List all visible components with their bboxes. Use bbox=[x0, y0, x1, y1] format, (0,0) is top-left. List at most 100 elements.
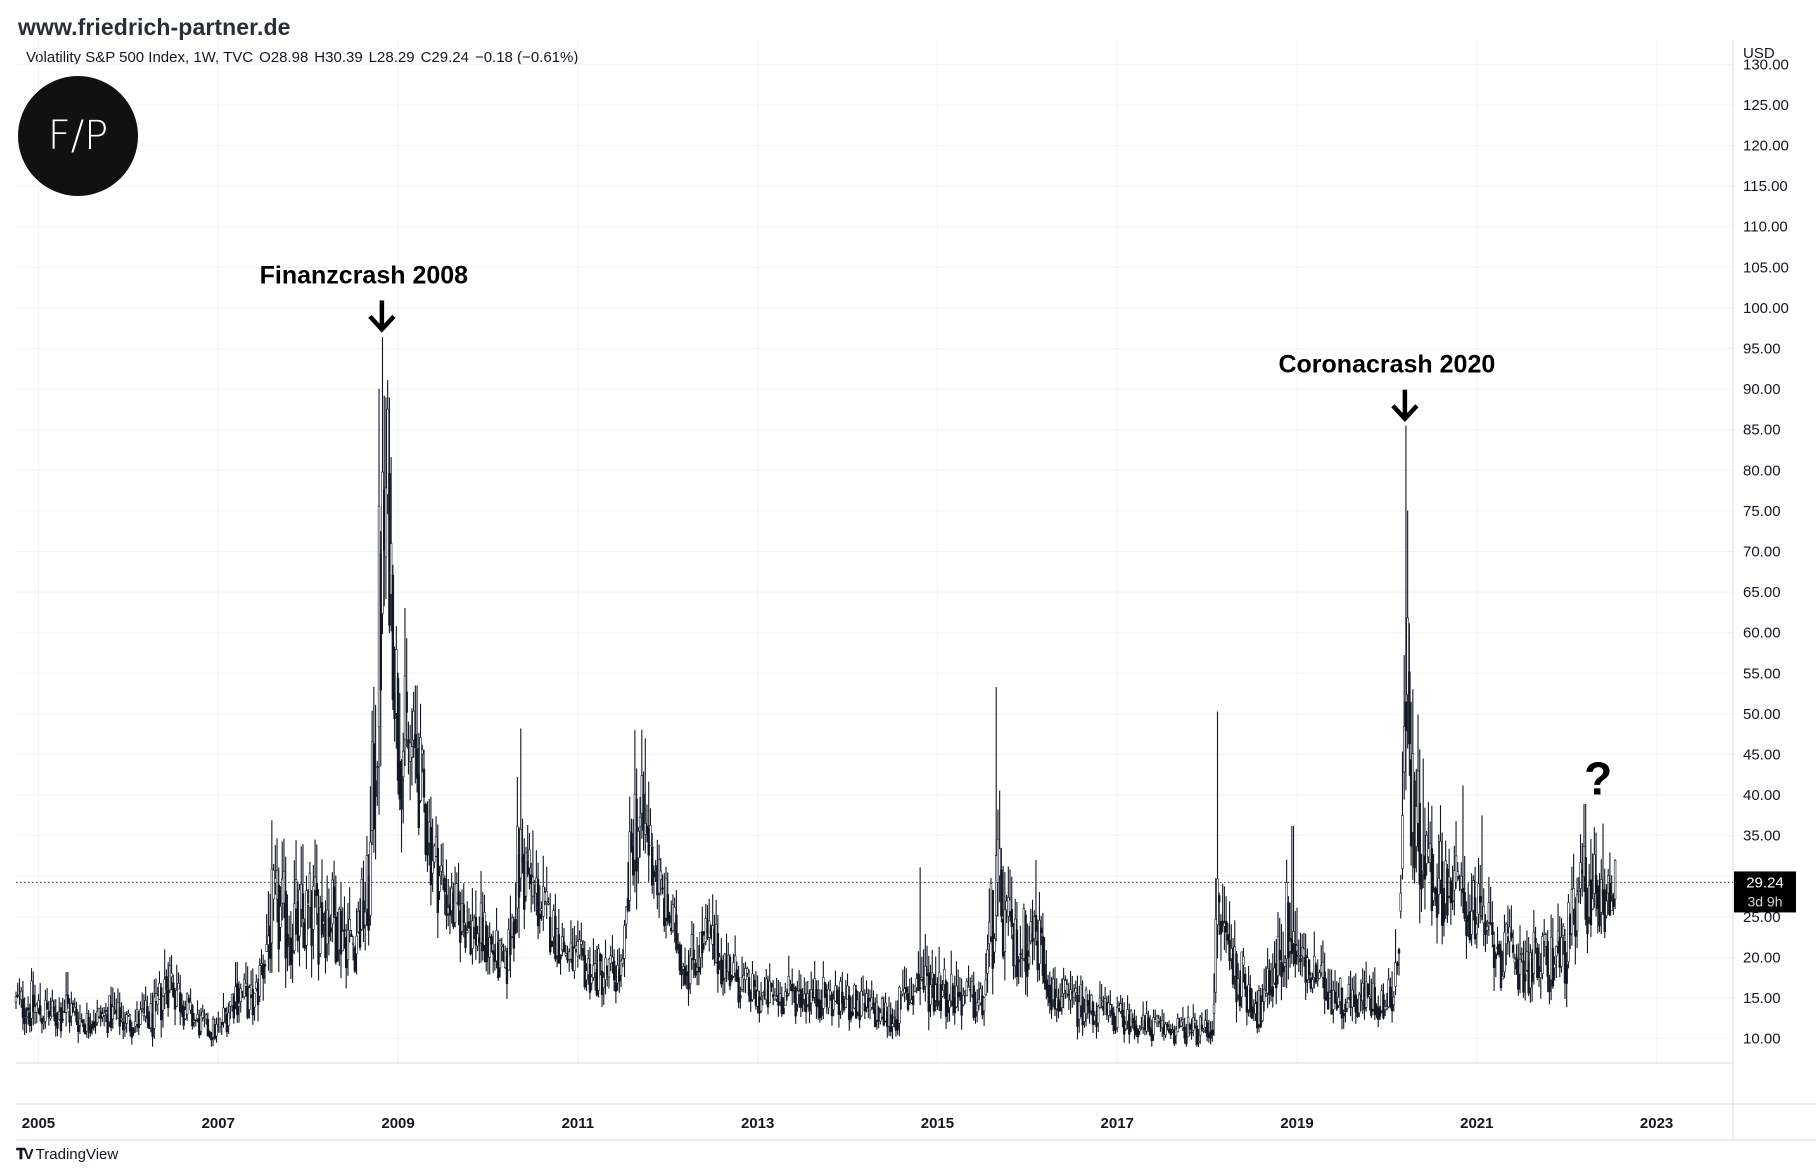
candle-body bbox=[1121, 1009, 1124, 1018]
candle-body bbox=[185, 993, 189, 1015]
y-tick-label: 80.00 bbox=[1743, 462, 1781, 479]
candle-body bbox=[675, 914, 678, 951]
y-tick-label: 120.00 bbox=[1743, 138, 1789, 155]
candle-body bbox=[1283, 962, 1287, 967]
candle-body bbox=[242, 978, 246, 997]
candle-body bbox=[1261, 1001, 1264, 1022]
candle-body bbox=[334, 916, 338, 963]
candle-body bbox=[485, 924, 488, 963]
candle-body bbox=[1482, 905, 1485, 924]
candle-body bbox=[1378, 1010, 1382, 1017]
candle-body bbox=[1485, 926, 1489, 931]
candle-body bbox=[348, 919, 351, 931]
x-tick-label: 2021 bbox=[1460, 1115, 1493, 1132]
candle-body bbox=[893, 1016, 896, 1019]
candle-body bbox=[623, 925, 626, 959]
x-tick-label: 2015 bbox=[921, 1115, 954, 1132]
candle-body bbox=[666, 894, 669, 922]
candle-body bbox=[1029, 921, 1032, 942]
candle-body bbox=[1570, 889, 1574, 935]
candle-body bbox=[414, 733, 417, 748]
candle-body bbox=[1307, 959, 1311, 976]
candle-body bbox=[1518, 958, 1522, 975]
x-axis[interactable]: 2005 2007 2009 2011 2013 2015 2017 2019 2021 2023 bbox=[22, 1115, 1673, 1132]
candle-body bbox=[40, 1018, 44, 1024]
candle-body bbox=[650, 846, 654, 886]
candle-body bbox=[965, 981, 969, 997]
candle-body bbox=[780, 997, 784, 1014]
candle-body bbox=[1195, 1025, 1198, 1045]
candle-body bbox=[286, 934, 289, 947]
candle-body bbox=[96, 1011, 99, 1023]
candle-body bbox=[140, 1008, 144, 1011]
candle-body bbox=[405, 691, 408, 713]
candle-body bbox=[1098, 997, 1102, 1008]
candle-body bbox=[1109, 1004, 1112, 1011]
legend-close: C29.24 bbox=[420, 49, 469, 66]
candle-body bbox=[52, 1006, 56, 1013]
candle-body bbox=[512, 922, 516, 949]
candle-body bbox=[917, 973, 920, 991]
candle-body bbox=[488, 937, 491, 958]
candle-body bbox=[1124, 1023, 1128, 1030]
candle-body bbox=[1219, 921, 1223, 935]
candle-body bbox=[253, 992, 256, 1008]
tradingview-brand[interactable]: 𝐓V TradingView bbox=[16, 1146, 118, 1163]
fp-logo: F/P bbox=[18, 76, 138, 196]
candle-body bbox=[1562, 925, 1565, 936]
candle-body bbox=[768, 980, 771, 1003]
legend-change: −0.18 (−0.61%) bbox=[474, 49, 579, 66]
candle-body bbox=[270, 868, 274, 944]
candle-body bbox=[564, 953, 567, 956]
candle-body bbox=[1038, 920, 1041, 964]
candle-body bbox=[1373, 986, 1377, 1016]
candle-body bbox=[35, 1004, 38, 1013]
x-tick-label: 2007 bbox=[202, 1115, 235, 1132]
candle-body bbox=[1299, 958, 1302, 963]
legend-instrument[interactable]: Volatility S&P 500 Index, 1W, TVC bbox=[26, 49, 254, 66]
candle-body bbox=[918, 987, 922, 990]
candle-body bbox=[1081, 996, 1084, 1026]
candle-body bbox=[690, 934, 694, 959]
candle-body bbox=[1397, 949, 1401, 954]
price-series bbox=[14, 337, 1617, 1047]
candle-body bbox=[1074, 987, 1077, 994]
candle-body bbox=[962, 995, 965, 1006]
candle-body bbox=[631, 845, 635, 876]
candle-body bbox=[66, 994, 70, 1004]
candle-body bbox=[196, 1014, 199, 1019]
candle-body bbox=[1501, 975, 1504, 980]
candle-body bbox=[1470, 911, 1473, 935]
candle-body bbox=[54, 1012, 57, 1026]
candle-body bbox=[1591, 898, 1594, 910]
arrow-down-icon bbox=[1391, 389, 1419, 423]
candle-body bbox=[1517, 960, 1520, 990]
candle-body bbox=[1043, 963, 1046, 983]
candle-body bbox=[1536, 947, 1539, 978]
candle-body bbox=[1596, 885, 1600, 909]
candle-body bbox=[958, 991, 962, 997]
y-axis[interactable]: 130.00 125.00 120.00 115.00 110.00 105.00 100.… bbox=[1743, 56, 1789, 1047]
site-url[interactable]: www.friedrich-partner.de bbox=[18, 14, 291, 40]
legend-open: O28.98 bbox=[259, 49, 309, 66]
candle-body bbox=[498, 940, 502, 969]
candle-body bbox=[1432, 891, 1435, 901]
candle-body bbox=[263, 964, 267, 967]
candle-body bbox=[379, 553, 382, 691]
candle-body bbox=[573, 947, 576, 971]
candle-body bbox=[1556, 930, 1560, 942]
candle-body bbox=[438, 875, 441, 892]
candle-body bbox=[590, 976, 593, 984]
candle-body bbox=[752, 980, 756, 987]
candle-body bbox=[697, 966, 701, 973]
candle-body bbox=[298, 889, 301, 937]
candle-body bbox=[1532, 931, 1536, 974]
candle-body bbox=[557, 934, 561, 964]
candle-body bbox=[175, 990, 178, 1007]
candle-body bbox=[1116, 1006, 1119, 1028]
candle-body bbox=[146, 1006, 149, 1019]
candle-body bbox=[49, 1015, 52, 1019]
candle-body bbox=[562, 941, 566, 953]
candle-body bbox=[1423, 855, 1427, 880]
